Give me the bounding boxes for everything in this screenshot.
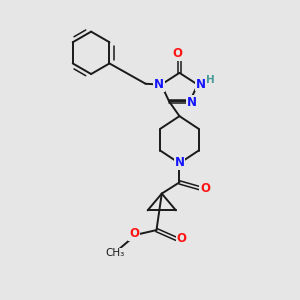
Text: O: O	[200, 182, 210, 195]
Text: H: H	[206, 75, 214, 85]
Text: N: N	[174, 156, 184, 169]
Text: N: N	[154, 78, 164, 91]
Text: O: O	[172, 47, 182, 60]
Text: O: O	[177, 232, 187, 245]
Text: N: N	[196, 77, 206, 91]
Text: O: O	[129, 227, 140, 240]
Text: CH₃: CH₃	[105, 248, 124, 258]
Text: N: N	[187, 96, 197, 109]
